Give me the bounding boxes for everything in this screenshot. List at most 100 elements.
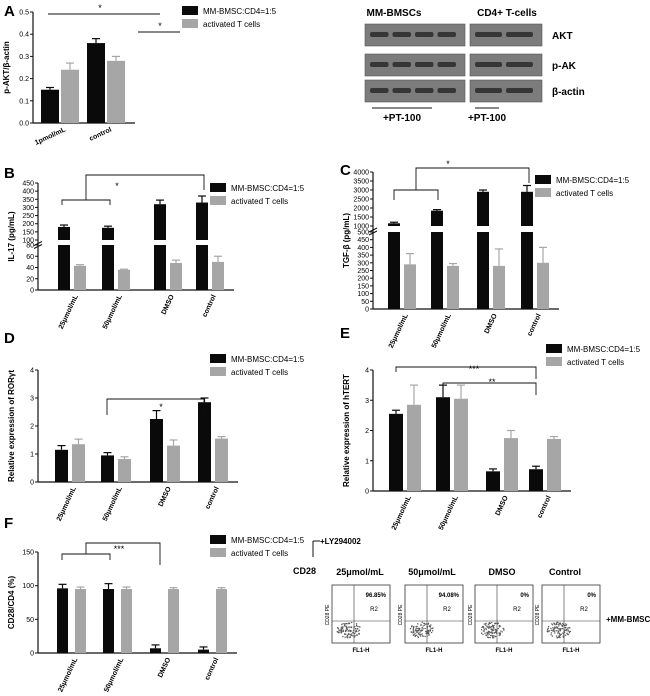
bar-F-s1-2 — [150, 648, 161, 653]
category-label: 50μmol/mL — [103, 656, 125, 693]
bar-A-s1-1 — [87, 43, 105, 123]
bar-E-s2-2 — [504, 438, 518, 491]
significance-marker: * — [446, 159, 450, 169]
bar-B-s1-1 — [102, 227, 114, 240]
y-tick-label: 300 — [357, 260, 369, 267]
y-tick-label: 150 — [22, 550, 34, 557]
flow-cytometry: +LY294002 CD28 +MM-BMSCs 25μmol/mL 96.85% R2 C… — [293, 537, 650, 654]
bar-E-s1-2 — [486, 471, 500, 491]
y-tick-label: 3500 — [353, 179, 369, 186]
y-tick-label: 50 — [361, 299, 369, 306]
flow-x-axis-label: FL1-H — [353, 648, 370, 654]
bar-C-s2-2 — [493, 265, 505, 309]
flow-plot-title: Control — [549, 567, 581, 577]
y-tick-label: 300 — [22, 205, 34, 212]
category-label: DMSO — [161, 293, 176, 315]
y-tick-label: 0 — [365, 489, 369, 496]
y-tick-label: 150 — [357, 283, 369, 290]
panel-letter: C — [340, 162, 351, 179]
category-label: 25μmol/mL — [391, 494, 413, 531]
y-tick-label: 1 — [30, 452, 34, 459]
legend-swatch — [210, 196, 226, 205]
category-label: 50μmol/mL — [438, 494, 460, 531]
flow-axis-label: CD28 — [293, 566, 316, 576]
bar-B-s1-1-lower — [102, 245, 114, 290]
blot-row-label: AKT — [552, 31, 573, 42]
blot-band — [437, 88, 456, 93]
blot-row-label: β-actin — [552, 87, 585, 98]
legend-swatch — [182, 19, 198, 28]
legend-label: MM-BMSC:CD4=1:5 — [203, 7, 277, 16]
significance-bracket — [442, 382, 537, 395]
y-tick-label: 250 — [357, 268, 369, 275]
significance-marker: *** — [469, 364, 480, 374]
y-tick-label: 1500 — [353, 215, 369, 222]
legend-label: MM-BMSC:CD4=1:5 — [567, 345, 641, 354]
y-tick-label: 500 — [357, 230, 369, 237]
y-tick-label: 0.0 — [19, 121, 29, 128]
category-label: 25μmol/mL — [56, 485, 78, 522]
y-tick-label: 0 — [30, 651, 34, 658]
flow-y-axis-label: CD28 PE — [325, 604, 331, 626]
y-tick-label: 0 — [30, 288, 34, 295]
legend-label: MM-BMSC:CD4=1:5 — [231, 184, 305, 193]
bar-B-s1-0-lower — [58, 245, 70, 290]
y-tick-label: 200 — [357, 276, 369, 283]
western-blot: MM-BMSCs CD4+ T-cells AKT p-AK β-actin +PT-10… — [364, 8, 585, 124]
flow-plot-title: 25μmol/mL — [336, 567, 384, 577]
y-tick-label: 350 — [22, 197, 34, 204]
bar-B-s1-2-lower — [154, 245, 166, 290]
legend-swatch — [210, 548, 226, 557]
y-tick-label: 40 — [26, 265, 34, 272]
flow-x-axis-label: FL1-H — [426, 648, 443, 654]
y-tick-label: 4 — [30, 368, 34, 375]
category-label: DMSO — [158, 485, 173, 507]
flow-gate-label: R2 — [580, 607, 588, 613]
y-tick-label: 450 — [22, 181, 34, 188]
legend-label: MM-BMSC:CD4=1:5 — [231, 355, 305, 364]
flow-event-cloud — [409, 621, 434, 639]
y-tick-label: 400 — [22, 189, 34, 196]
category-label: 50μmol/mL — [431, 312, 453, 349]
y-tick-label: 3 — [30, 396, 34, 403]
y-tick-label: 3000 — [353, 188, 369, 195]
bar-C-s1-3 — [521, 191, 533, 226]
bar-C-s1-1 — [431, 210, 443, 226]
legend-swatch — [546, 357, 562, 366]
blot-band — [415, 62, 434, 67]
flow-gate-label: R2 — [370, 607, 378, 613]
bar-A-s1-0 — [41, 89, 59, 123]
y-tick-label: 2000 — [353, 206, 369, 213]
legend-label: activated T cells — [231, 368, 288, 377]
y-tick-label: 80 — [26, 243, 34, 250]
bar-C-s2-0 — [404, 264, 416, 309]
bar-C-s2-1 — [447, 265, 459, 309]
bar-F-s2-3 — [216, 589, 227, 653]
category-label: DMSO — [495, 494, 510, 516]
legend-label: activated T cells — [567, 358, 624, 367]
legend-swatch — [182, 6, 198, 15]
flow-percent: 0% — [587, 593, 596, 599]
legend-swatch — [210, 354, 226, 363]
flow-side-label: +MM-BMSCs — [606, 615, 650, 624]
category-label: control — [204, 486, 220, 511]
blot-column-header: CD4+ T-cells — [477, 8, 537, 19]
flow-y-axis-label: CD28 PE — [398, 604, 404, 626]
legend-swatch — [210, 367, 226, 376]
significance-bracket — [395, 366, 537, 379]
category-label: 50μmol/mL — [102, 485, 124, 522]
bar-F-s2-0 — [75, 589, 86, 653]
blot-band — [415, 32, 434, 37]
bar-B-s2-3 — [212, 261, 224, 290]
blot-band — [415, 88, 434, 93]
legend-label: MM-BMSC:CD4=1:5 — [231, 536, 305, 545]
flow-gate-label: R2 — [443, 607, 451, 613]
category-label: DMSO — [484, 312, 499, 334]
y-tick-label: 0.1 — [19, 98, 29, 105]
bar-C-s1-2 — [477, 191, 489, 226]
significance-bracket — [106, 398, 205, 415]
bar-A-s2-0 — [61, 69, 79, 123]
y-tick-label: 400 — [357, 245, 369, 252]
significance-bracket — [61, 553, 111, 560]
